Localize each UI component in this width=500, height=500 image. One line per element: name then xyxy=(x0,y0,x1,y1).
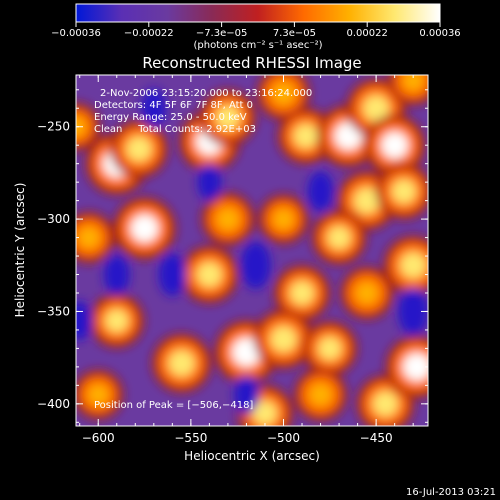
heatmap-blob-core xyxy=(318,336,342,361)
heatmap-blob-core xyxy=(327,225,351,250)
colorbar-tick-label: −7.3e−05 xyxy=(196,28,248,39)
plot-frame xyxy=(75,74,429,427)
heatmap-blob-core xyxy=(353,187,380,214)
heatmap-blob-negative xyxy=(197,163,222,201)
heatmap-blob-core xyxy=(309,383,332,406)
heatmap-blob-core xyxy=(363,95,390,122)
colorbar-tick-label: −0.00022 xyxy=(124,28,174,39)
colorbar-tick-label: 0.00036 xyxy=(419,28,460,39)
heatmap-blob-core xyxy=(232,337,261,367)
heatmap-blob-negative xyxy=(103,254,130,295)
heatmap-blob-core xyxy=(216,207,240,231)
colorbar-ticks: −0.00036 −0.00022 −7.3e−05 7.3e−05 0.00022 0.… xyxy=(51,22,461,39)
colorbar-unit-label: (photons cm⁻² s⁻¹ asec⁻²) xyxy=(193,40,322,51)
x-tick-label: −450 xyxy=(360,431,393,445)
y-tick-label: −400 xyxy=(37,397,70,411)
y-tick-label: −250 xyxy=(37,120,70,134)
heatmap-blob-core xyxy=(270,326,297,353)
heatmap-blob-core xyxy=(168,350,195,377)
annotations: 2-Nov-2006 23:15:20.000 to 23:16:24.000 … xyxy=(94,88,312,411)
y-axis-label: Heliocentric Y (arcsec) xyxy=(13,183,27,318)
heatmap-blob-core xyxy=(215,105,240,130)
heatmap-blob-negative xyxy=(141,88,167,128)
annotation-energy: Energy Range: 25.0 - 50.0 keV xyxy=(94,112,247,123)
annotation-detectors: Detectors: 4F 5F 6F 7F 8F, Att 0 xyxy=(94,100,253,111)
heatmap-blob-core xyxy=(372,391,398,417)
colorbar-tick-label: 0.00022 xyxy=(347,28,388,39)
y-tick-label: −300 xyxy=(37,212,70,226)
axis-ticks: −600 −550 −500 −450 −250 −300 −350 −400 xyxy=(37,75,428,445)
heatmap-blob-core xyxy=(402,75,424,91)
x-tick-label: −600 xyxy=(82,431,115,445)
heatmap-blob-core xyxy=(196,261,222,288)
footer-timestamp: 16-Jul-2013 03:21 xyxy=(406,487,496,498)
heatmap-image xyxy=(76,75,428,426)
colorbar-tick-label: 7.3e−05 xyxy=(273,28,316,39)
heatmap-blob-core xyxy=(391,179,416,204)
heatmap-blob-negative xyxy=(240,241,271,290)
heatmap-blob-core xyxy=(381,131,409,159)
x-axis-label: Heliocentric X (arcsec) xyxy=(184,449,320,463)
heatmap-blob-core xyxy=(130,214,159,243)
heatmap-blob-negative xyxy=(398,287,428,336)
heatmap-blob-core xyxy=(355,281,378,305)
heatmap-blob-core xyxy=(273,208,294,230)
heatmap-blob-core xyxy=(105,309,129,333)
heatmap-blob-core xyxy=(78,226,100,249)
y-tick-label: −350 xyxy=(37,304,70,318)
heatmap-blob-negative xyxy=(233,375,259,415)
annotation-clean: Clean Total Counts: 2.92E+03 xyxy=(94,124,256,135)
heatmap-blob-core xyxy=(400,252,427,279)
annotation-peak: Position of Peak = [−506,−418] xyxy=(94,400,253,411)
heatmap-blob-core xyxy=(272,82,295,105)
heatmap-blob-core xyxy=(252,401,278,426)
colorbar xyxy=(75,3,441,23)
heatmap-blob-core xyxy=(88,384,109,405)
annotation-time: 2-Nov-2006 23:15:20.000 to 23:16:24.000 xyxy=(100,88,312,99)
heatmap-blobs xyxy=(76,75,428,426)
colorbar-tick-label: −0.00036 xyxy=(51,28,101,39)
heatmap-blob-negative xyxy=(76,301,93,341)
heatmap-blob-core xyxy=(293,123,318,149)
heatmap-blob-core xyxy=(402,352,428,381)
heatmap-blob-negative xyxy=(307,170,334,212)
chart-title: Reconstructed RHESSI Image xyxy=(142,54,361,72)
x-tick-label: −500 xyxy=(267,431,300,445)
x-tick-label: −550 xyxy=(174,431,207,445)
heatmap-blob-negative xyxy=(158,252,187,297)
heatmap-blob-core xyxy=(126,136,152,162)
heatmap-blob-core xyxy=(289,280,315,306)
